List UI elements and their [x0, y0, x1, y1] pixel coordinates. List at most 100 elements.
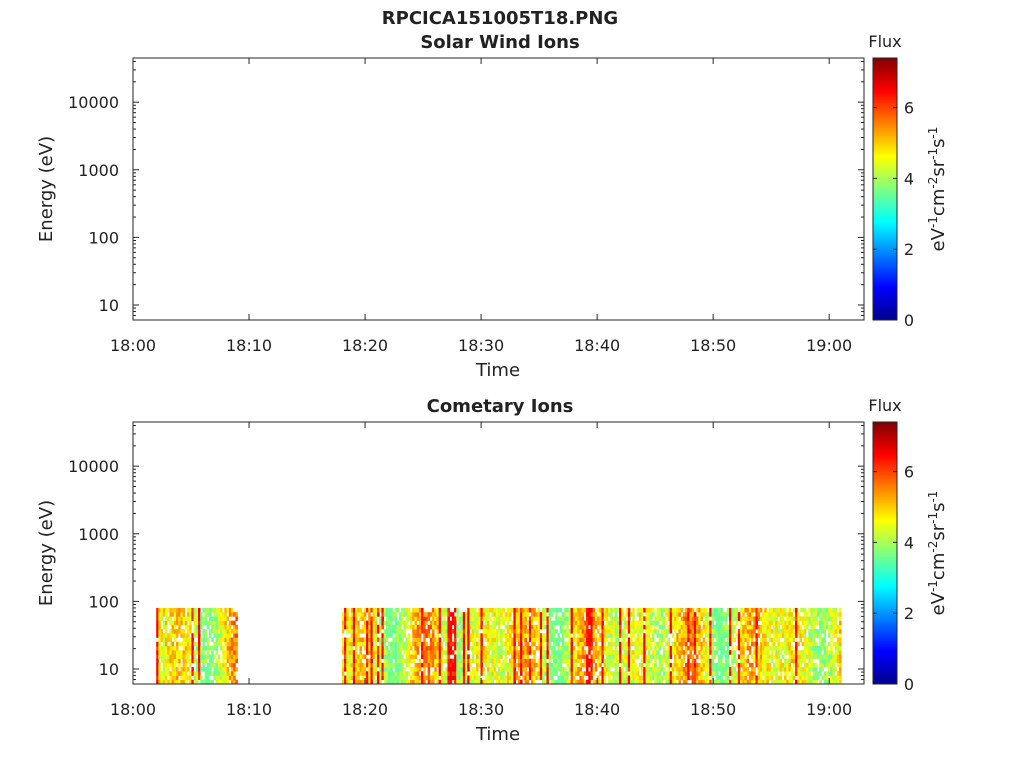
- heatmap-cell: [432, 616, 435, 621]
- heatmap-cell: [178, 658, 181, 664]
- heatmap-cell: [795, 645, 798, 651]
- heatmap-cell: [522, 607, 525, 613]
- heatmap-cell: [493, 671, 497, 676]
- heatmap-cell: [156, 629, 159, 634]
- heatmap-cell: [614, 675, 618, 681]
- heatmap-cell: [663, 629, 666, 634]
- heatmap-cell: [834, 645, 838, 651]
- heatmap-cell: [357, 637, 360, 643]
- heatmap-cell: [539, 641, 543, 647]
- heatmap-cell: [773, 671, 776, 676]
- heatmap-cell: [788, 667, 791, 672]
- heatmap-cell: [537, 637, 541, 643]
- heatmap-cell: [425, 641, 428, 647]
- heatmap-cell: [228, 662, 232, 668]
- heatmap-cell: [555, 612, 558, 617]
- heatmap-cell: [162, 650, 166, 655]
- heatmap-cell: [667, 629, 670, 634]
- heatmap-cell: [421, 654, 424, 659]
- heatmap-cell: [559, 616, 563, 621]
- heatmap-cell: [526, 658, 530, 664]
- heatmap-cell: [156, 658, 159, 664]
- heatmap-cell: [737, 675, 741, 681]
- heatmap-cell: [625, 612, 629, 617]
- heatmap-cell: [612, 650, 615, 655]
- heatmap-cell: [436, 654, 439, 659]
- heatmap-cell: [480, 658, 483, 664]
- panel-title: Cometary Ions: [427, 396, 574, 417]
- heatmap-cell: [656, 675, 659, 681]
- heatmap-cell: [462, 667, 466, 672]
- heatmap-cell: [685, 620, 688, 626]
- heatmap-cell: [473, 607, 477, 613]
- heatmap-cell: [669, 654, 673, 659]
- heatmap-cell: [658, 675, 662, 681]
- heatmap-cell: [217, 662, 221, 668]
- heatmap-cell: [381, 633, 384, 638]
- heatmap-cell: [678, 612, 681, 617]
- heatmap-cell: [476, 662, 479, 668]
- heatmap-cell: [792, 624, 796, 630]
- heatmap-cell: [575, 620, 578, 626]
- heatmap-cell: [590, 645, 593, 651]
- heatmap-cell: [440, 645, 444, 651]
- heatmap-cell: [621, 616, 624, 621]
- heatmap-cell: [515, 612, 519, 617]
- heatmap-cell: [226, 667, 230, 672]
- heatmap-cell: [669, 612, 673, 617]
- heatmap-cell: [830, 675, 833, 681]
- heatmap-cell: [799, 667, 802, 672]
- heatmap-cell: [226, 645, 230, 651]
- heatmap-cell: [788, 624, 791, 630]
- heatmap-cell: [665, 650, 668, 655]
- heatmap-cell: [542, 675, 545, 681]
- heatmap-cell: [803, 671, 807, 676]
- heatmap-cell: [594, 612, 598, 617]
- heatmap-cell: [753, 645, 756, 651]
- heatmap-cell: [619, 650, 622, 655]
- heatmap-cell: [399, 667, 402, 672]
- heatmap-cell: [403, 620, 406, 626]
- heatmap-cell: [173, 607, 177, 613]
- heatmap-cell: [531, 624, 534, 630]
- heatmap-cell: [202, 662, 205, 668]
- heatmap-cell: [740, 645, 743, 651]
- heatmap-cell: [410, 612, 413, 617]
- heatmap-cell: [469, 633, 472, 638]
- heatmap-cell: [233, 612, 236, 617]
- heatmap-cell: [744, 658, 747, 664]
- heatmap-cell: [612, 675, 615, 681]
- heatmap-cell: [438, 679, 442, 685]
- heatmap-cell: [392, 654, 395, 659]
- heatmap-cell: [575, 650, 578, 655]
- heatmap-cell: [689, 641, 692, 647]
- heatmap-cell: [498, 633, 501, 638]
- heatmap-cell: [566, 662, 569, 668]
- heatmap-cell: [564, 645, 567, 651]
- heatmap-cell: [803, 675, 807, 681]
- heatmap-cell: [377, 650, 380, 655]
- heatmap-cell: [394, 624, 398, 630]
- heatmap-cell: [700, 654, 703, 659]
- heatmap-cell: [638, 624, 642, 630]
- heatmap-cell: [506, 641, 510, 647]
- heatmap-cell: [711, 629, 714, 634]
- heatmap-cell: [751, 616, 754, 621]
- heatmap-cell: [667, 658, 670, 664]
- heatmap-cell: [407, 633, 411, 638]
- heatmap-cell: [784, 620, 787, 626]
- heatmap-cell: [709, 641, 712, 647]
- heatmap-cell: [231, 671, 234, 676]
- heatmap-cell: [641, 645, 644, 651]
- heatmap-cell: [202, 645, 205, 651]
- heatmap-cell: [513, 641, 516, 647]
- heatmap-cell: [704, 624, 708, 630]
- heatmap-cell: [641, 667, 644, 672]
- heatmap-cell: [740, 641, 743, 647]
- heatmap-cell: [363, 645, 367, 651]
- heatmap-cell: [429, 645, 433, 651]
- heatmap-cell: [377, 645, 380, 651]
- heatmap-cell: [460, 679, 464, 685]
- heatmap-cell: [449, 629, 453, 634]
- heatmap-cell: [638, 637, 642, 643]
